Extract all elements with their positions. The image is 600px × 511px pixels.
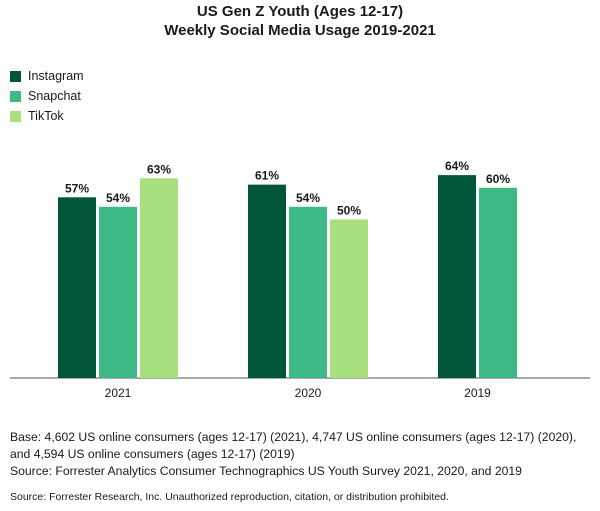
data-label-tiktok-2021: 63% xyxy=(147,162,171,176)
legend-label-snapchat: Snapchat xyxy=(28,89,81,103)
bar-chart: 57% 54% 63% 2021 61% 54% 50% 2020 64% 60% 2019 xyxy=(10,159,590,400)
legend-swatch-tiktok xyxy=(10,110,21,122)
data-label-tiktok-2020: 50% xyxy=(337,204,361,218)
legend-label-tiktok: TikTok xyxy=(28,109,64,123)
bar-snapchat-2020 xyxy=(289,206,327,378)
chart-footnotes: Base: 4,602 US online consumers (ages 12… xyxy=(10,429,590,480)
legend-swatch-instagram xyxy=(10,70,21,82)
source-note: Source: Forrester Analytics Consumer Tec… xyxy=(10,464,522,478)
bar-instagram-2019 xyxy=(438,175,476,378)
base-note: Base: 4,602 US online consumers (ages 12… xyxy=(10,430,577,461)
chart-legend: Instagram Snapchat TikTok xyxy=(10,66,150,126)
bar-tiktok-2020 xyxy=(330,219,368,378)
legend-item-tiktok: TikTok xyxy=(10,106,150,126)
bar-snapchat-2021 xyxy=(99,206,137,378)
data-label-instagram-2020: 61% xyxy=(255,169,279,183)
data-label-instagram-2019: 64% xyxy=(445,159,469,173)
chart-title: US Gen Z Youth (Ages 12-17) xyxy=(196,3,404,20)
legend-swatch-snapchat xyxy=(10,90,21,102)
x-tick-label-2019: 2019 xyxy=(464,386,491,400)
bar-snapchat-2019 xyxy=(479,187,517,378)
legend-item-instagram: Instagram xyxy=(10,66,150,86)
data-label-instagram-2021: 57% xyxy=(65,181,89,195)
data-label-snapchat-2020: 54% xyxy=(296,191,320,205)
data-label-snapchat-2019: 60% xyxy=(486,172,510,186)
bar-instagram-2020 xyxy=(248,184,286,378)
copyright-note: Source: Forrester Research, Inc. Unautho… xyxy=(10,491,449,503)
bar-instagram-2021 xyxy=(58,197,96,378)
x-tick-label-2021: 2021 xyxy=(105,386,132,400)
chart-subtitle: Weekly Social Media Usage 2019-2021 xyxy=(164,22,436,39)
x-tick-label-2020: 2020 xyxy=(295,386,322,400)
legend-item-snapchat: Snapchat xyxy=(10,86,150,106)
legend-label-instagram: Instagram xyxy=(28,69,84,83)
data-label-snapchat-2021: 54% xyxy=(106,191,130,205)
bar-tiktok-2021 xyxy=(140,178,178,378)
